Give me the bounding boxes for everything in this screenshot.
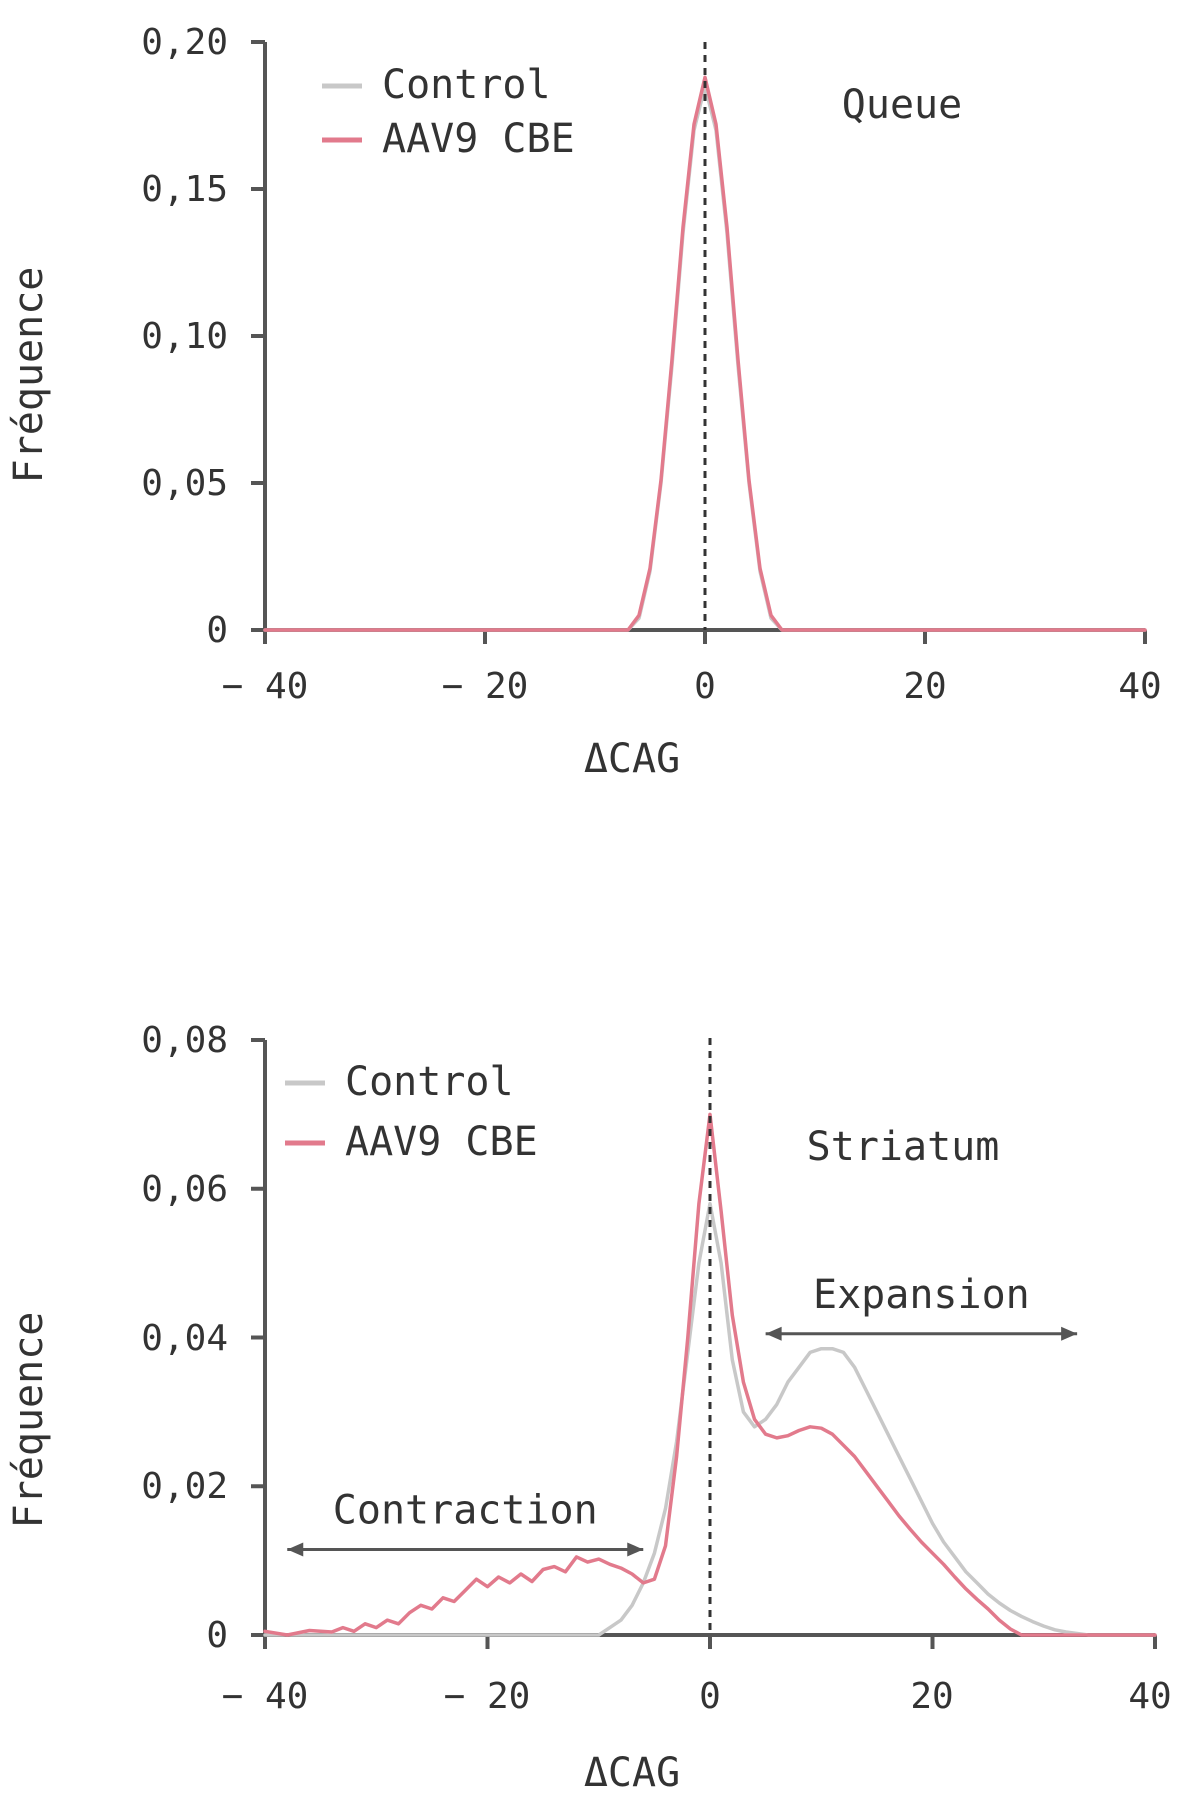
- chart-striatum-y-ticks: [251, 1038, 265, 1637]
- annotation-contraction-arrowhead-left: [287, 1542, 304, 1557]
- chart-queue-y-tick-label-0: 0: [206, 610, 228, 651]
- chart-queue-y-tick-labels: 0 0,05 0,10 0,15 0,20: [141, 22, 228, 651]
- chart-striatum-y-tick-labels: 0 0,02 0,04 0,06 0,08: [141, 1020, 228, 1656]
- annotation-contraction-label: Contraction: [333, 1487, 598, 1533]
- chart-queue-legend-label-aav9: AAV9 CBE: [382, 116, 575, 162]
- chart-striatum-legend-label-control: Control: [345, 1059, 514, 1105]
- chart-striatum-y-tick-label-4: 0,08: [141, 1020, 228, 1061]
- chart-queue-y-tick-label-2: 0,10: [141, 316, 228, 357]
- chart-queue-title: Queue: [842, 82, 962, 128]
- chart-queue-x-tick-label-1: − 20: [442, 666, 529, 707]
- chart-queue: − 40 − 20 0 20 40 0 0,05 0,10 0,15 0,20 …: [6, 22, 1162, 782]
- chart-queue-series-aav9-cbe: [263, 75, 1147, 632]
- chart-striatum-x-ticks: [263, 1635, 1157, 1649]
- chart-striatum: − 40 − 20 0 20 40 0 0,02 0,04 0,06 0,08 …: [6, 1020, 1172, 1795]
- chart-striatum-y-tick-label-3: 0,06: [141, 1169, 228, 1210]
- chart-striatum-y-tick-label-0: 0: [206, 1615, 228, 1656]
- chart-queue-x-axis-label: ΔCAG: [584, 736, 680, 782]
- chart-striatum-y-axis-label: Fréquence: [6, 1312, 52, 1529]
- chart-queue-y-ticks: [251, 40, 265, 632]
- chart-queue-x-tick-label-3: 20: [903, 666, 946, 707]
- chart-queue-x-tick-label-0: − 40: [222, 666, 309, 707]
- chart-striatum-series-aav9-cbe: [263, 1112, 1157, 1637]
- chart-striatum-title: Striatum: [807, 1124, 1000, 1170]
- chart-queue-x-tick-labels: − 40 − 20 0 20 40: [222, 666, 1162, 707]
- chart-queue-y-tick-label-3: 0,15: [141, 169, 228, 210]
- annotation-expansion-arrowhead-left: [765, 1326, 782, 1341]
- chart-queue-y-tick-label-1: 0,05: [141, 463, 228, 504]
- chart-striatum-x-tick-label-0: − 40: [222, 1676, 309, 1717]
- chart-queue-y-axis-label: Fréquence: [6, 267, 52, 484]
- chart-striatum-legend: Control AAV9 CBE: [285, 1059, 538, 1165]
- chart-striatum-legend-label-aav9: AAV9 CBE: [345, 1119, 538, 1165]
- chart-striatum-series: [263, 1112, 1157, 1637]
- annotation-contraction-arrowhead-right: [627, 1542, 644, 1557]
- chart-striatum-x-tick-label-2: 0: [699, 1676, 721, 1717]
- chart-queue-x-tick-label-2: 0: [694, 666, 716, 707]
- chart-queue-legend-label-control: Control: [382, 62, 551, 108]
- chart-striatum-y-tick-label-2: 0,04: [141, 1318, 228, 1359]
- chart-queue-legend: Control AAV9 CBE: [322, 62, 575, 162]
- chart-queue-y-tick-label-4: 0,20: [141, 22, 228, 63]
- chart-queue-x-ticks: [263, 630, 1147, 644]
- chart-queue-x-tick-label-4: 40: [1118, 666, 1161, 707]
- annotation-expansion-label: Expansion: [813, 1272, 1030, 1318]
- chart-striatum-y-tick-label-1: 0,02: [141, 1466, 228, 1507]
- chart-striatum-annotations: Contraction Expansion: [287, 1272, 1078, 1557]
- annotation-expansion-arrowhead-right: [1061, 1326, 1078, 1341]
- chart-striatum-series-control: [263, 1201, 1157, 1637]
- chart-striatum-x-tick-label-3: 20: [910, 1676, 953, 1717]
- chart-striatum-x-axis-label: ΔCAG: [584, 1750, 680, 1795]
- chart-striatum-x-tick-labels: − 40 − 20 0 20 40: [222, 1676, 1172, 1717]
- chart-striatum-x-tick-label-1: − 20: [444, 1676, 531, 1717]
- chart-striatum-x-tick-label-4: 40: [1128, 1676, 1171, 1717]
